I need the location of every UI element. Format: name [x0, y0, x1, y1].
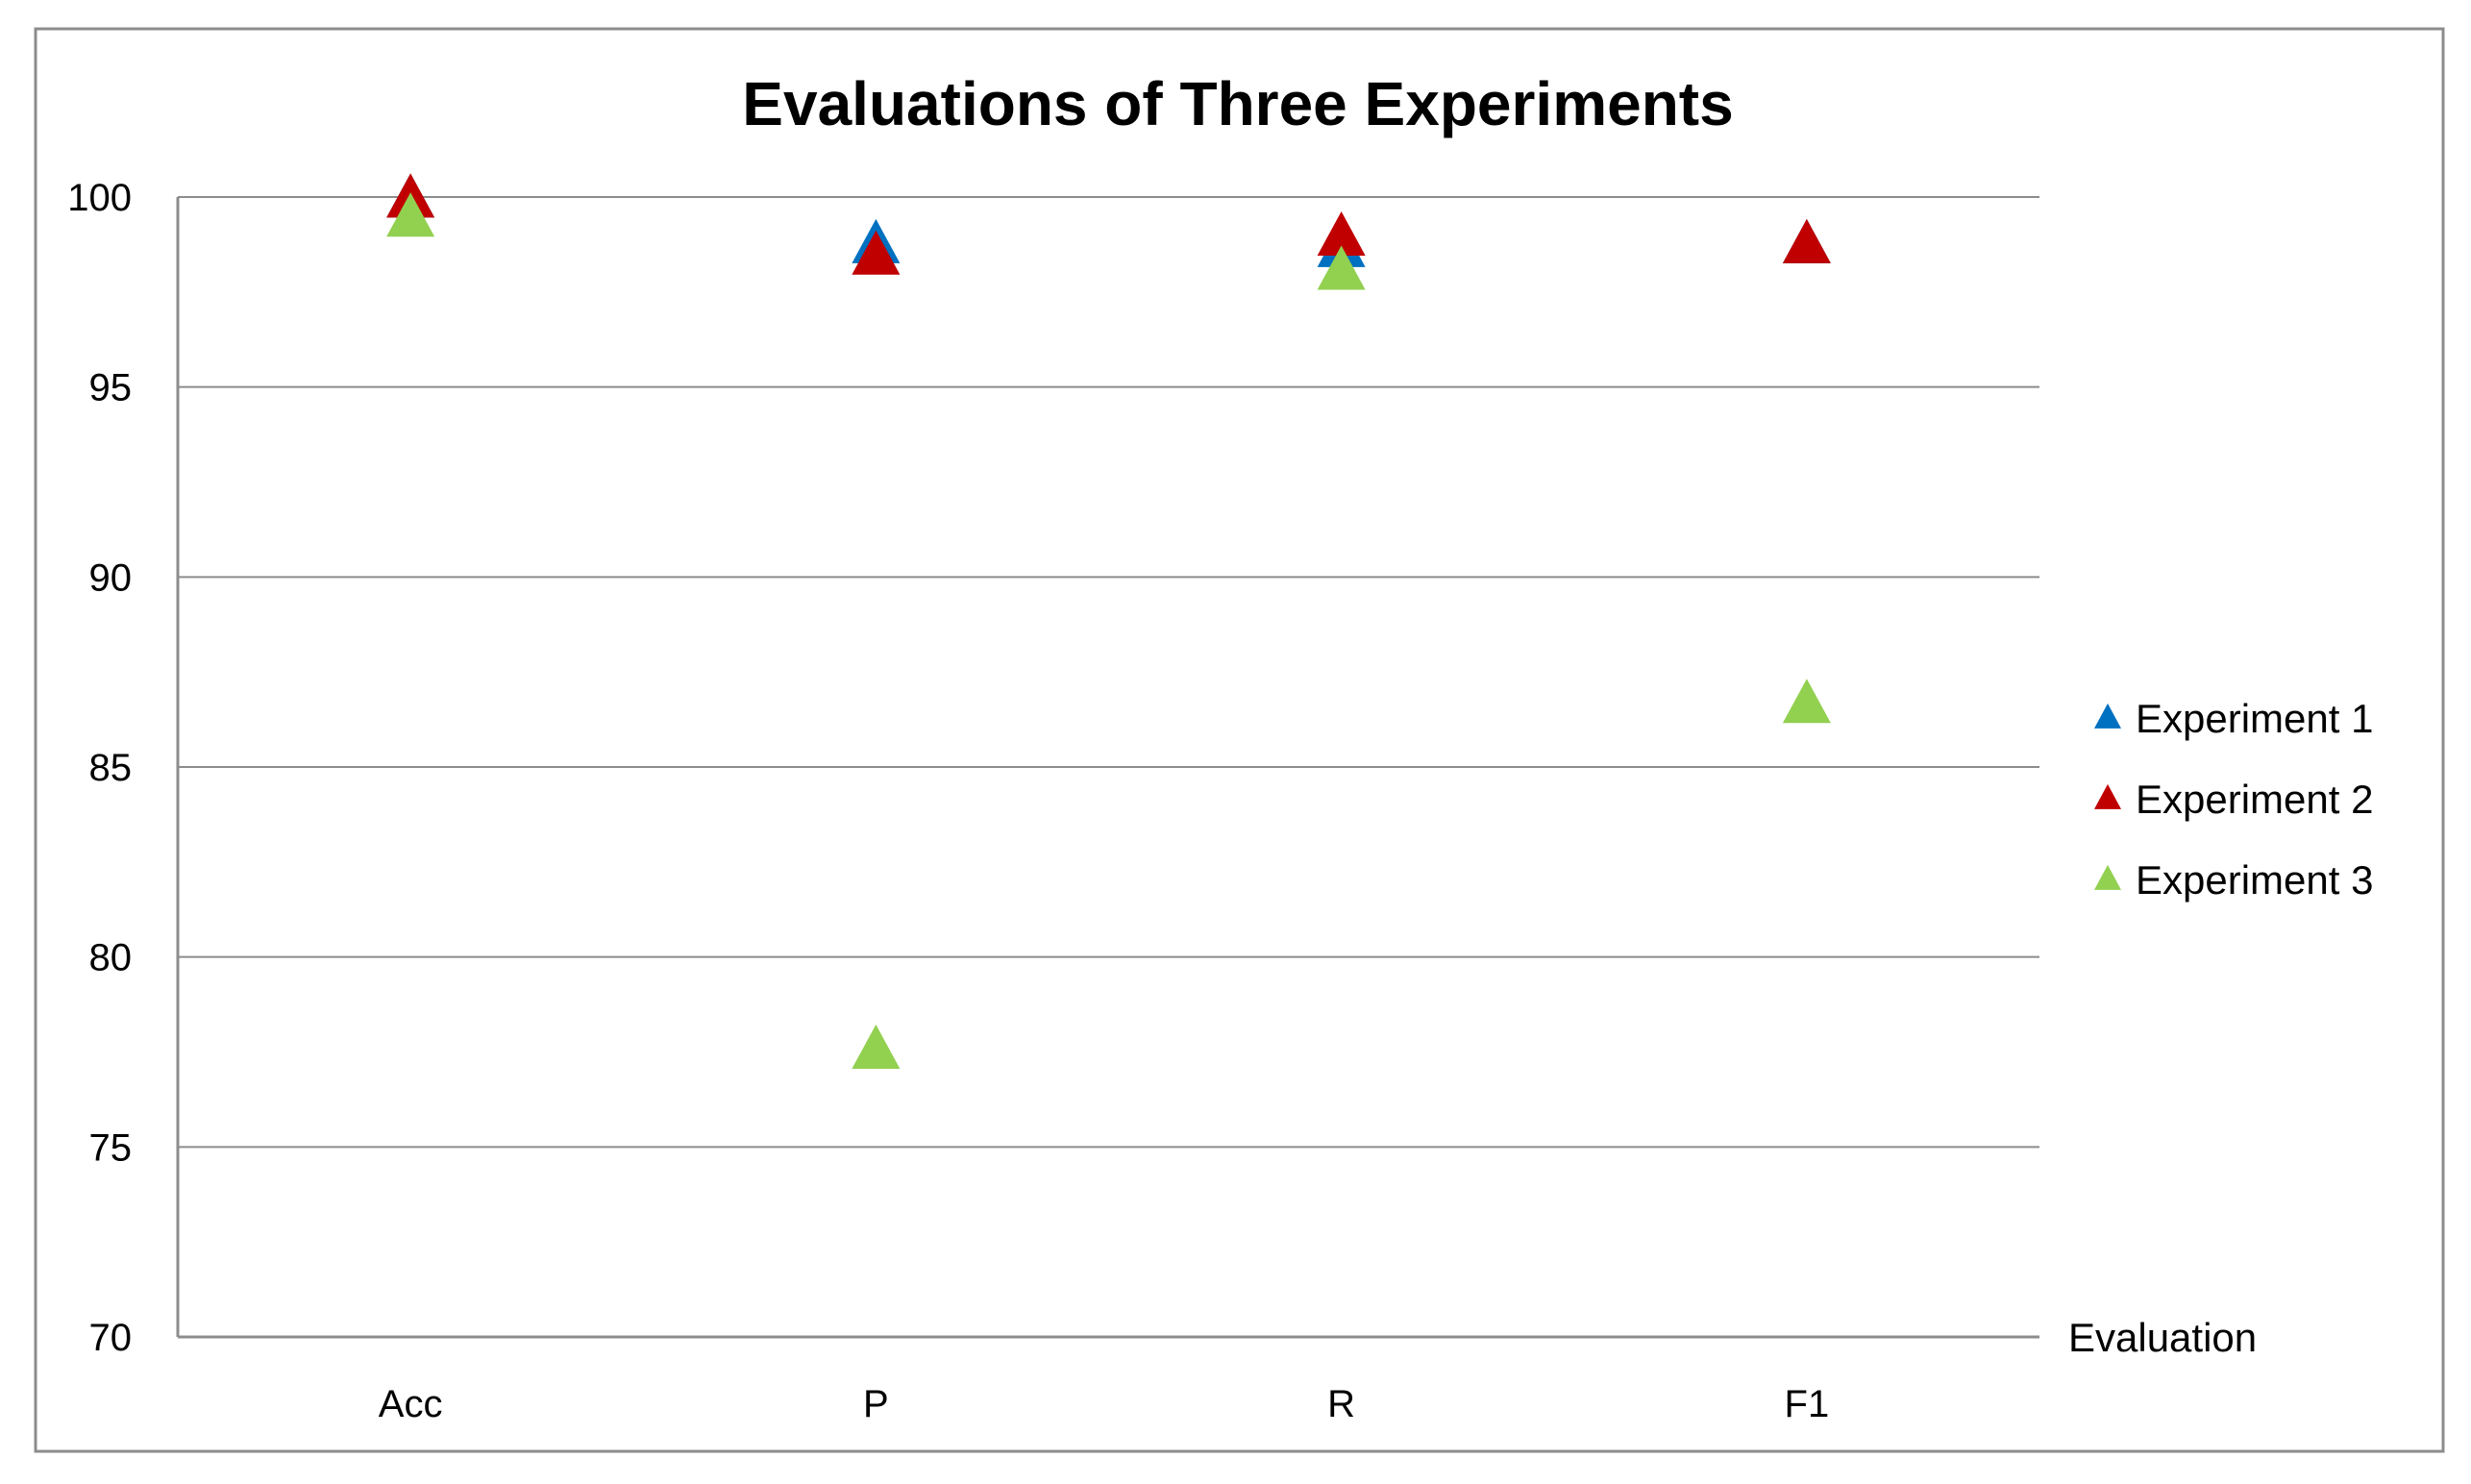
data-point-2: [1317, 210, 1366, 256]
x-tick-label: R: [1327, 1383, 1355, 1425]
legend-marker: [2094, 864, 2121, 890]
chart-frame: [34, 27, 2445, 1453]
legend-label: Experiment 2: [2136, 777, 2373, 822]
x-axis-title: Evaluation: [2068, 1315, 2257, 1360]
x-tick-label: P: [863, 1383, 889, 1425]
y-tick-label: 100: [67, 177, 132, 219]
y-tick-label: 85: [89, 747, 133, 789]
data-point-3: [1317, 245, 1366, 290]
y-tick-label: 90: [89, 556, 133, 599]
y-tick-label: 75: [89, 1126, 133, 1169]
legend: Experiment 1 Experiment 2 Experiment 3: [2094, 696, 2373, 903]
data-point-3: [386, 192, 435, 237]
data-point-3: [1782, 679, 1831, 724]
x-tick-label: Acc: [379, 1383, 443, 1425]
x-axis-tick-labels: Acc P R F1: [379, 1383, 1829, 1425]
data-point-3: [852, 1024, 901, 1069]
data-point-2: [1782, 218, 1831, 263]
x-tick-label: F1: [1785, 1383, 1830, 1425]
legend-label: Experiment 3: [2136, 857, 2373, 903]
y-axis-tick-labels: 70 75 80 85 90 95 100: [67, 177, 132, 1359]
y-tick-label: 95: [89, 367, 133, 409]
legend-marker: [2094, 703, 2121, 729]
y-tick-label: 70: [89, 1317, 133, 1359]
data-markers: [386, 173, 1831, 1069]
y-tick-label: 80: [89, 937, 133, 979]
chart-title: Evaluations of Three Experiments: [742, 69, 1733, 138]
data-point-2: [852, 230, 901, 275]
legend-marker: [2094, 783, 2121, 809]
legend-label: Experiment 1: [2136, 696, 2373, 741]
gridlines: [178, 196, 2039, 1149]
